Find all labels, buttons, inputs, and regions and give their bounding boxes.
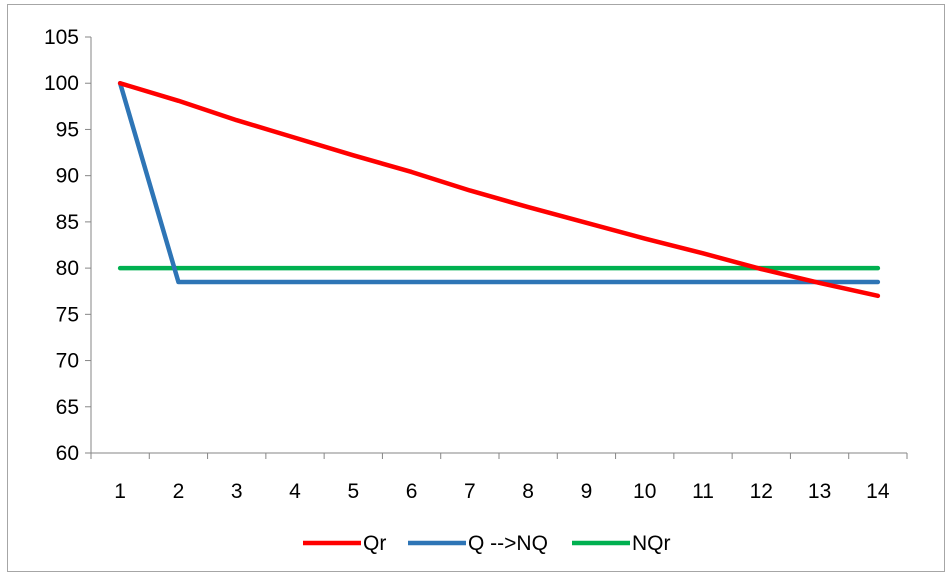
y-tick-label: 65 [56,396,79,419]
x-tick-label: 14 [866,480,890,503]
y-tick-label: 80 [56,257,79,280]
x-tick-label: 7 [464,480,476,503]
series-line-q-nq [117,80,881,285]
y-tick-label: 60 [56,442,79,465]
x-tick-label: 2 [173,480,185,503]
y-tick-label: 95 [56,118,79,141]
y-tick-label: 90 [56,165,79,188]
x-tick-label: 8 [522,480,534,503]
legend-label: NQr [632,532,671,555]
x-tick-label: 4 [289,480,301,503]
legend-label: Q -->NQ [468,532,548,555]
x-tick-label: 12 [750,480,773,503]
x-tick-label: 13 [808,480,831,503]
x-tick-label: 10 [633,480,656,503]
y-tick-label: 105 [44,26,79,49]
y-tick-label: 85 [56,211,79,234]
y-tick-label: 70 [56,350,79,373]
x-tick-label: 5 [347,480,359,503]
y-tick-label: 75 [56,303,79,326]
series-layer [117,80,881,299]
y-tick-label: 100 [44,72,79,95]
legend-label: Qr [363,532,386,555]
chart-frame [7,4,945,572]
legend: Qr Q -->NQ NQr [303,532,671,555]
x-tick-label: 9 [581,480,593,503]
x-tick-label: 6 [406,480,418,503]
x-tick-label: 1 [114,480,126,503]
x-tick-label: 3 [231,480,243,503]
series-line-qr [117,80,881,299]
x-tick-label: 11 [692,480,714,503]
